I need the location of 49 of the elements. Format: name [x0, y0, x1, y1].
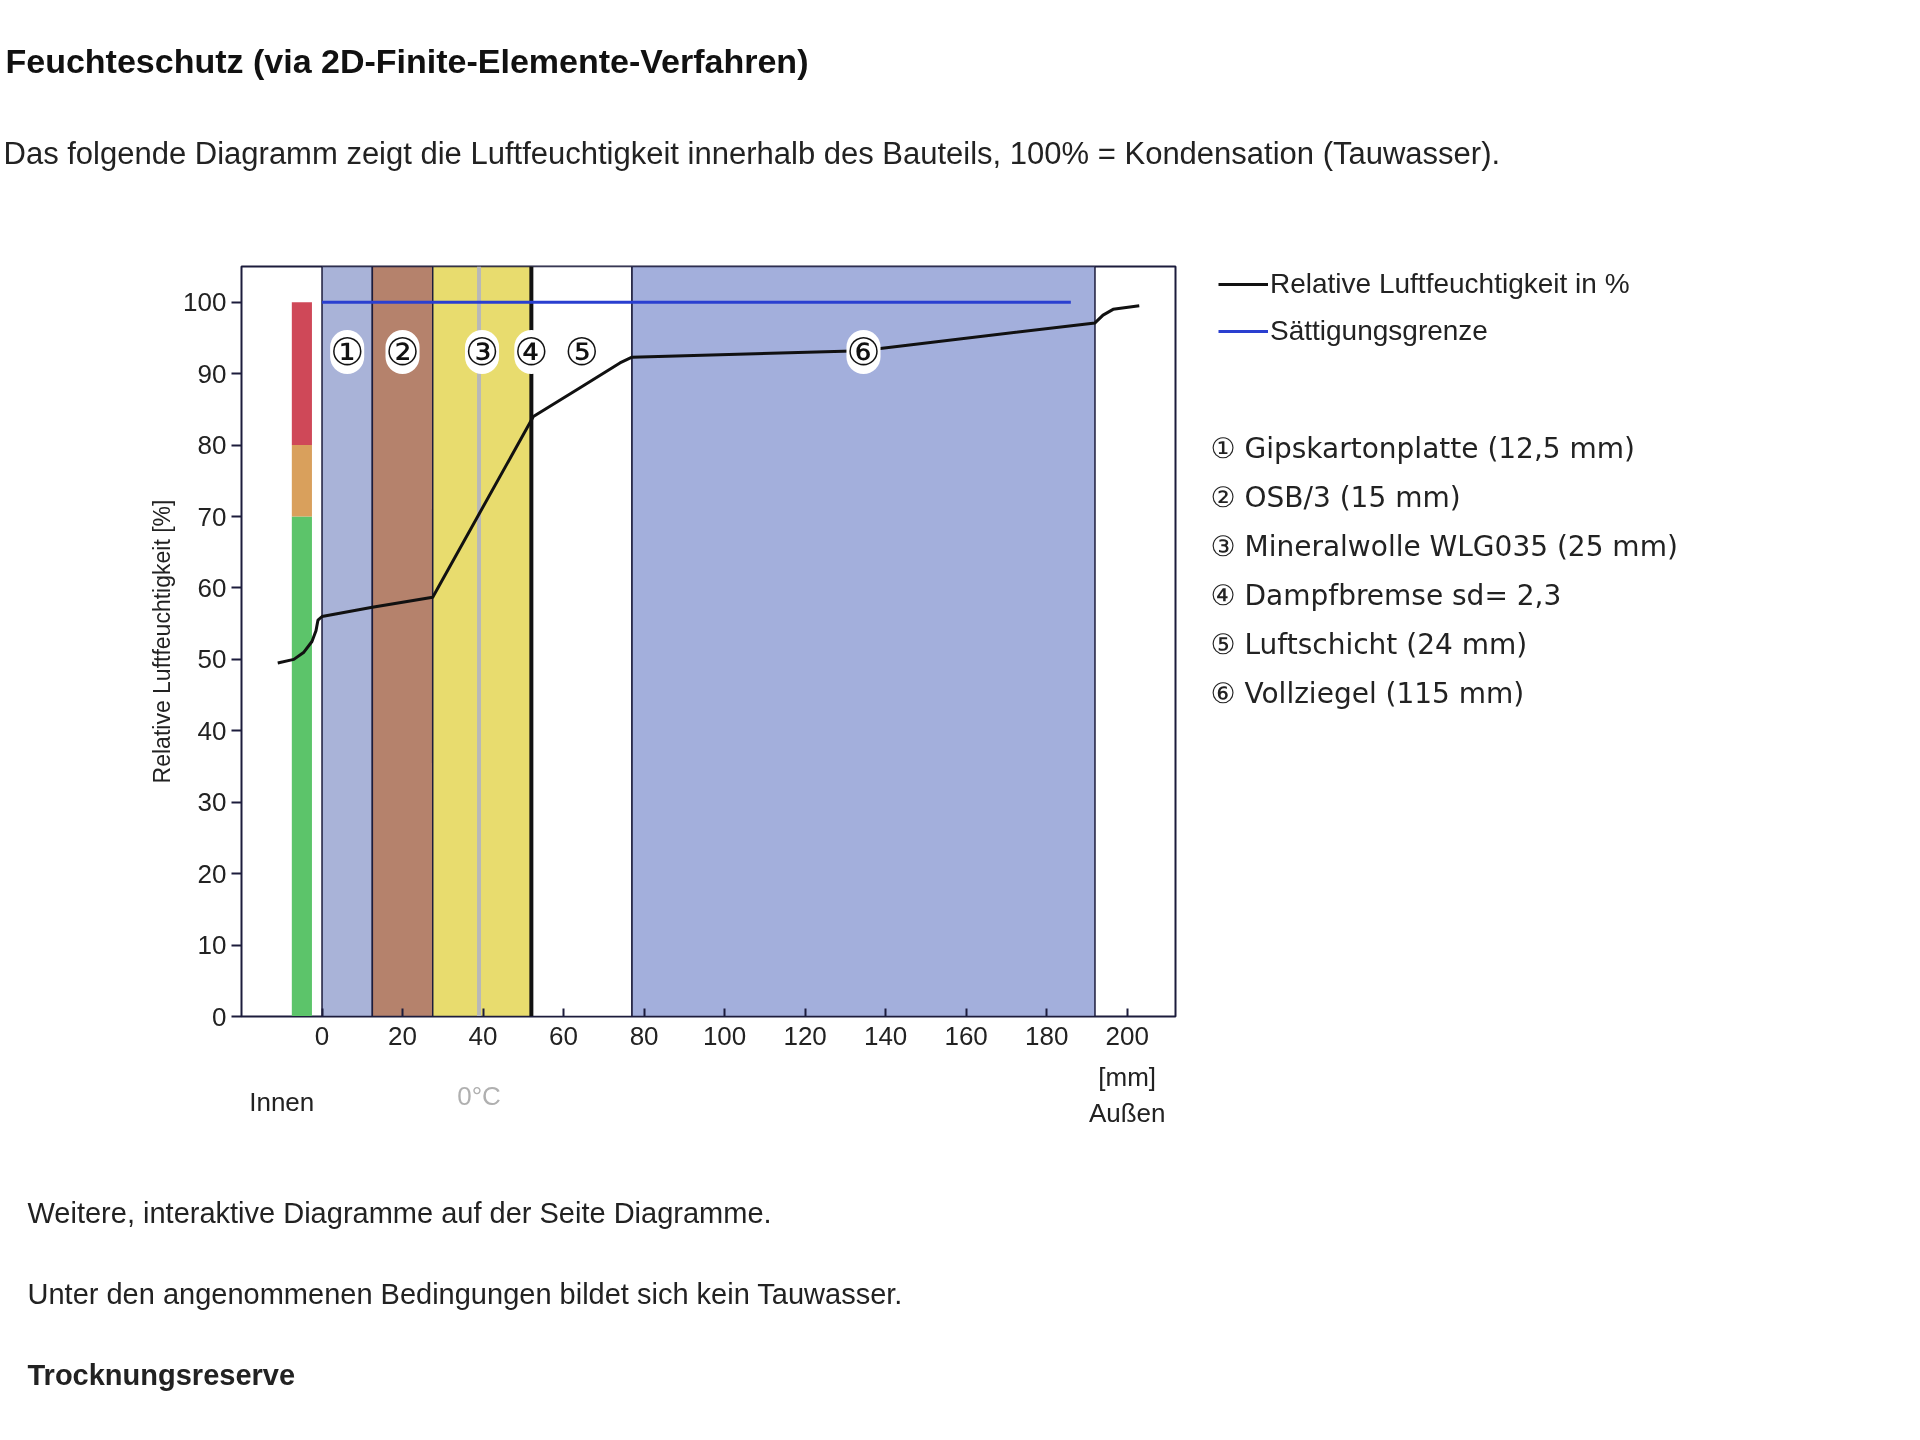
y-tick-label: 80 — [197, 430, 227, 461]
text: Außen — [1088, 1097, 1166, 1128]
text: Unter den angenommenen Bedingungen bildet sich kein Tauwasser. — [27, 1277, 903, 1310]
y-tick-label: 10 — [197, 930, 227, 961]
chart-subtitle: Das folgende Diagramm zeigt die Luftfeuchtigkeit innerhalb des Bauteils, 100% = Kondensation (Tauwasser). — [3, 136, 1501, 171]
x-tick-label: 120 — [783, 1020, 827, 1051]
ref-line-label: ④ — [514, 330, 549, 374]
x-tick-label: 0 — [314, 1020, 330, 1051]
chart-title: Feuchteschutz (via 2D-Finite-Elemente-Verfahren) — [5, 41, 809, 80]
x-tick-label: 80 — [629, 1020, 659, 1051]
legend-label: Relative Luftfeuchtigkeit in % — [1270, 268, 1630, 300]
band-label: ① — [330, 330, 365, 374]
y-tick-label: 60 — [197, 572, 227, 603]
x-axis-title: [mm] — [1098, 1061, 1157, 1092]
text: ② OSB/3 (15 mm) — [1210, 481, 1461, 514]
y-tick-label: 90 — [197, 358, 227, 389]
band-label: ② — [385, 330, 420, 374]
text: ④ Dampfbremse sd= 2,3 — [1210, 579, 1562, 612]
y-tick-label: 100 — [183, 287, 227, 318]
y-tick-label: 70 — [197, 501, 227, 532]
y-tick-label: 40 — [197, 715, 227, 746]
text: ⑥ Vollziegel (115 mm) — [1210, 677, 1525, 710]
y-tick-label: 20 — [197, 858, 227, 889]
text: ⑤ Luftschicht (24 mm) — [1210, 628, 1528, 661]
legend-label: Sättigungsgrenze — [1270, 315, 1488, 347]
y-axis-title: Relative Luftfeuchtigkeit [%] — [149, 499, 176, 784]
y-tick-label: 0 — [212, 1001, 227, 1032]
text: ③ Mineralwolle WLG035 (25 mm) — [1210, 530, 1678, 563]
band-label: ⑤ — [564, 330, 599, 374]
x-tick-label: 180 — [1024, 1020, 1069, 1051]
bar — [291, 516, 312, 1017]
annotation: 0°C — [457, 1080, 501, 1111]
band-label: ⑥ — [846, 330, 881, 374]
x-tick-label: 40 — [468, 1020, 498, 1051]
text: Trocknungsreserve — [27, 1358, 296, 1391]
text: Weitere, interaktive Diagramme auf der Seite Diagramme. — [27, 1196, 772, 1229]
x-tick-label: 20 — [388, 1020, 417, 1051]
x-tick-label: 160 — [944, 1020, 988, 1051]
text: ① Gipskartonplatte (12,5 mm) — [1210, 432, 1636, 465]
x-tick-label: 200 — [1105, 1020, 1149, 1051]
x-tick-label: 140 — [863, 1020, 908, 1051]
text: Innen — [249, 1086, 315, 1117]
bar — [291, 445, 312, 517]
x-tick-label: 100 — [702, 1020, 747, 1051]
y-tick-label: 30 — [197, 787, 227, 818]
y-tick-label: 50 — [197, 644, 227, 675]
x-tick-label: 60 — [549, 1020, 579, 1051]
bar — [291, 302, 312, 446]
band-label: ③ — [465, 330, 500, 374]
